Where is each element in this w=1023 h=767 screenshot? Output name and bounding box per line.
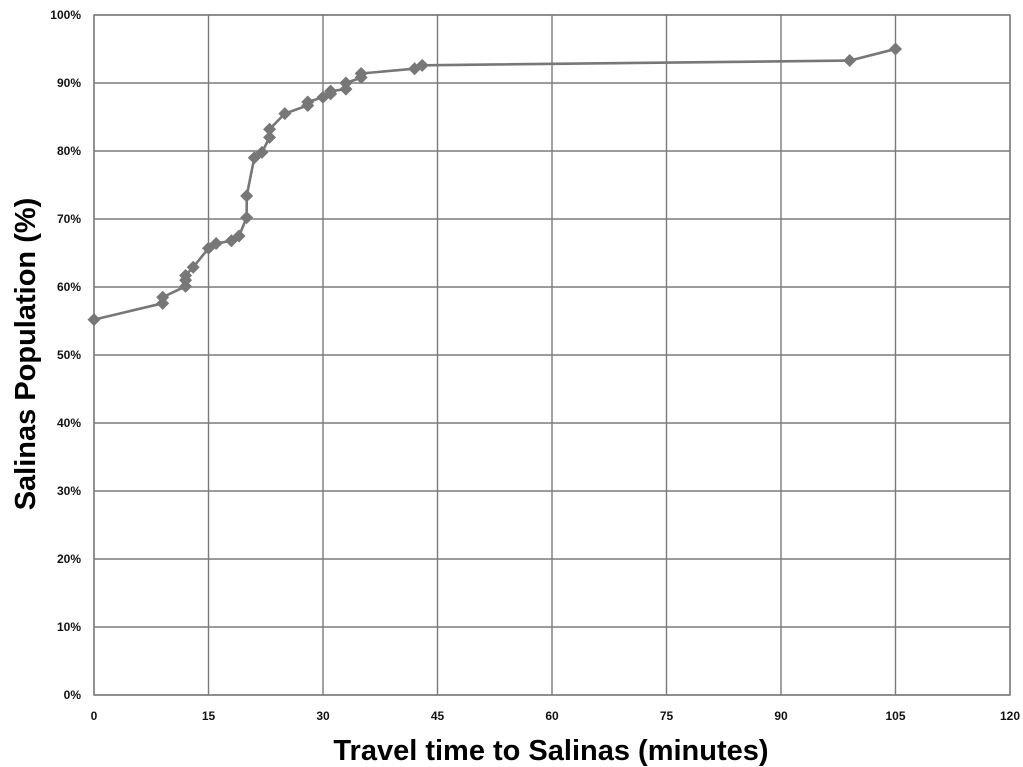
data-point-marker	[255, 145, 269, 159]
x-tick-label: 75	[660, 709, 674, 723]
x-axis-title: Travel time to Salinas (minutes)	[333, 735, 768, 767]
plot-area-border	[93, 14, 1011, 696]
x-tick-label: 0	[91, 709, 98, 723]
x-tick-label: 15	[202, 709, 216, 723]
data-point-marker	[301, 95, 315, 109]
grid-layer	[93, 14, 1011, 696]
data-point-marker	[263, 122, 277, 136]
data-point-marker	[339, 76, 353, 90]
data-point-marker	[87, 313, 101, 327]
data-point-marker	[324, 84, 338, 98]
data-point-marker	[179, 268, 193, 282]
data-point-marker	[209, 236, 223, 250]
data-point-marker	[889, 42, 902, 56]
y-tick-label: 90%	[57, 76, 81, 90]
data-point-marker	[240, 211, 254, 225]
data-point-marker	[278, 107, 292, 121]
y-tick-label: 70%	[57, 212, 81, 226]
y-tick-label: 30%	[57, 484, 81, 498]
series-layer	[87, 42, 902, 327]
y-tick-label: 20%	[57, 552, 81, 566]
y-axis-title: Salinas Population (%)	[10, 198, 42, 511]
x-tick-label: 30	[316, 709, 330, 723]
x-tick-label: 45	[431, 709, 445, 723]
y-tick-label: 50%	[57, 348, 81, 362]
y-tick-label: 60%	[57, 280, 81, 294]
data-point-marker	[186, 260, 200, 274]
x-tick-label: 60	[545, 709, 559, 723]
x-tick-labels: 0 15 30 45 60 75 90 105 120	[91, 709, 1021, 723]
data-point-marker	[232, 229, 246, 243]
x-tick-label: 90	[774, 709, 788, 723]
data-point-marker	[247, 151, 261, 165]
data-point-marker	[354, 66, 368, 80]
y-tick-label: 100%	[50, 8, 81, 22]
x-tick-label: 120	[1000, 709, 1020, 723]
x-tick-label: 105	[885, 709, 905, 723]
y-tick-labels: 0% 10% 20% 30% 40% 50% 60% 70% 80% 90% 100%	[50, 8, 81, 702]
series-line	[93, 47, 896, 321]
data-point-marker	[843, 54, 857, 68]
data-point-marker	[156, 290, 170, 304]
y-tick-label: 40%	[57, 416, 81, 430]
y-tick-label: 0%	[64, 688, 82, 702]
y-tick-label: 80%	[57, 144, 81, 158]
data-point-marker	[263, 130, 277, 144]
data-point-marker	[415, 58, 429, 72]
data-point-marker	[240, 189, 254, 203]
y-tick-label: 10%	[57, 620, 81, 634]
